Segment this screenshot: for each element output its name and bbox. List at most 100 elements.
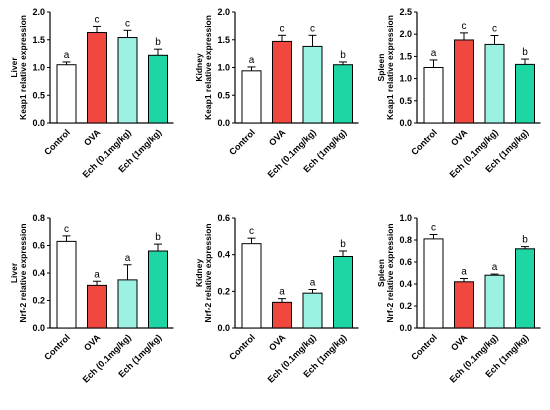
- y-axis-label: Nrf-2 relative expression: [385, 223, 395, 322]
- x-tick-label: OVA: [82, 127, 103, 148]
- significance-label: c: [492, 24, 497, 35]
- y-tick-label: 0.4: [32, 268, 45, 278]
- bar-ech-0-1mg-kg-: [484, 43, 505, 124]
- bar-ech-1mg-kg-: [333, 64, 353, 124]
- bar-control: [423, 238, 444, 329]
- bar-control: [56, 240, 77, 329]
- bar-ova: [454, 281, 474, 329]
- significance-label: b: [155, 37, 161, 48]
- bar-ova: [87, 32, 107, 124]
- bar-ech-1mg-kg-: [333, 256, 353, 329]
- y-tick-label: 0.5: [32, 90, 45, 100]
- y-axis-label: Nrf-2 relative expression: [18, 223, 28, 322]
- y-tick-label: 1.5: [217, 35, 230, 45]
- significance-label: b: [340, 50, 346, 61]
- significance-label: c: [249, 226, 254, 237]
- y-tick-label: 0.2: [32, 296, 45, 306]
- significance-label: a: [249, 55, 255, 66]
- significance-label: a: [431, 48, 437, 59]
- y-axis-label: Keap1 relative expression: [18, 15, 28, 120]
- y-tick-label: 0.4: [399, 279, 412, 289]
- y-tick-label: 0.2: [217, 286, 230, 296]
- y-tick-label: 2.5: [399, 7, 412, 17]
- bar-ova: [454, 39, 474, 124]
- bar-ova: [87, 284, 107, 329]
- y-tick-label: 0.8: [399, 235, 412, 245]
- y-axis-label: Kidney: [194, 53, 204, 82]
- y-tick-label: 0.6: [217, 213, 230, 223]
- y-tick-label: 0.6: [32, 241, 45, 251]
- bar-ech-0-1mg-kg-: [117, 37, 138, 124]
- significance-label: a: [492, 262, 498, 273]
- y-tick-label: 1.0: [399, 213, 412, 223]
- y-axis-label: Keap1 relative expression: [385, 15, 395, 120]
- y-axis-label: Kidney: [194, 259, 204, 288]
- x-tick-label: Control: [227, 332, 257, 362]
- y-tick-label: 0.0: [217, 118, 230, 128]
- chart-panel-1: 0.0 0.5 1.0 1.5 2.0 Liver Keap1 relative expre…: [9, 7, 174, 180]
- bar-ech-0-1mg-kg-: [302, 292, 323, 329]
- chart-panel-2: 0.0 0.5 1.0 1.5 2.0 Kidney Keap1 relative expr…: [194, 7, 359, 180]
- significance-label: b: [522, 47, 528, 58]
- x-tick-label: Control: [42, 127, 72, 157]
- significance-label: a: [310, 278, 316, 289]
- bar-ech-1mg-kg-: [515, 248, 535, 329]
- bar-control: [241, 70, 262, 124]
- y-tick-label: 0.0: [399, 323, 412, 333]
- y-tick-label: 0.0: [32, 118, 45, 128]
- x-tick-label: Control: [227, 127, 257, 157]
- y-tick-label: 1.5: [32, 35, 45, 45]
- y-tick-label: 0.2: [399, 301, 412, 311]
- x-tick-label: OVA: [82, 332, 103, 353]
- y-axis-label: Spleen: [376, 54, 386, 82]
- chart-panel-3: 0.0 0.5 1.0 1.5 2.0 2.5 Spleen Keap1 relative e…: [376, 7, 541, 180]
- y-axis-label: Nrf-2 relative expression: [203, 223, 213, 322]
- bar-control: [423, 67, 444, 124]
- x-tick-label: Control: [42, 332, 72, 362]
- significance-label: b: [340, 239, 346, 250]
- bar-ech-0-1mg-kg-: [117, 279, 138, 329]
- significance-label: a: [94, 269, 100, 280]
- x-tick-label: Control: [409, 127, 439, 157]
- significance-label: a: [461, 267, 467, 278]
- y-axis-label: Keap1 relative expression: [203, 15, 213, 120]
- bar-ova: [272, 40, 292, 124]
- x-tick-label: OVA: [267, 332, 288, 353]
- y-tick-label: 2.0: [399, 29, 412, 39]
- y-tick-label: 2.0: [217, 7, 230, 17]
- y-tick-label: 0.4: [217, 250, 230, 260]
- significance-label: c: [64, 224, 69, 235]
- significance-label: a: [64, 50, 70, 61]
- bar-ech-1mg-kg-: [148, 250, 168, 329]
- y-tick-label: 0.6: [399, 257, 412, 267]
- chart-panel-6: 0.0 0.2 0.4 0.6 0.8 1.0 Spleen Nrf-2 relative e…: [376, 213, 541, 385]
- chart-panel-4: 0.0 0.2 0.4 0.6 0.8 Liver Nrf-2 relative expre…: [9, 213, 174, 385]
- y-tick-label: 1.0: [32, 63, 45, 73]
- y-tick-label: 1.5: [399, 51, 412, 61]
- significance-label: c: [431, 223, 436, 234]
- y-tick-label: 1.0: [217, 63, 230, 73]
- y-axis-label: Liver: [9, 57, 19, 78]
- y-tick-label: 0.8: [32, 213, 45, 223]
- significance-label: c: [125, 18, 130, 29]
- y-tick-label: 0.0: [32, 323, 45, 333]
- significance-label: a: [125, 253, 131, 264]
- x-tick-label: Control: [409, 332, 439, 362]
- significance-label: c: [310, 23, 315, 34]
- chart-panel-5: 0.0 0.2 0.4 0.6 Kidney Nrf-2 relative express…: [194, 213, 359, 385]
- bar-ova: [272, 301, 292, 329]
- x-tick-label: OVA: [449, 332, 470, 353]
- y-axis-label: Spleen: [376, 259, 386, 287]
- significance-label: c: [95, 14, 100, 25]
- bar-ech-1mg-kg-: [515, 63, 535, 124]
- bar-ech-0-1mg-kg-: [484, 274, 505, 329]
- y-tick-label: 0.0: [217, 323, 230, 333]
- y-tick-label: 0.0: [399, 118, 412, 128]
- x-tick-label: OVA: [449, 127, 470, 148]
- significance-label: b: [155, 232, 161, 243]
- significance-label: b: [522, 235, 528, 246]
- significance-label: c: [462, 21, 467, 32]
- bar-ech-1mg-kg-: [148, 54, 168, 124]
